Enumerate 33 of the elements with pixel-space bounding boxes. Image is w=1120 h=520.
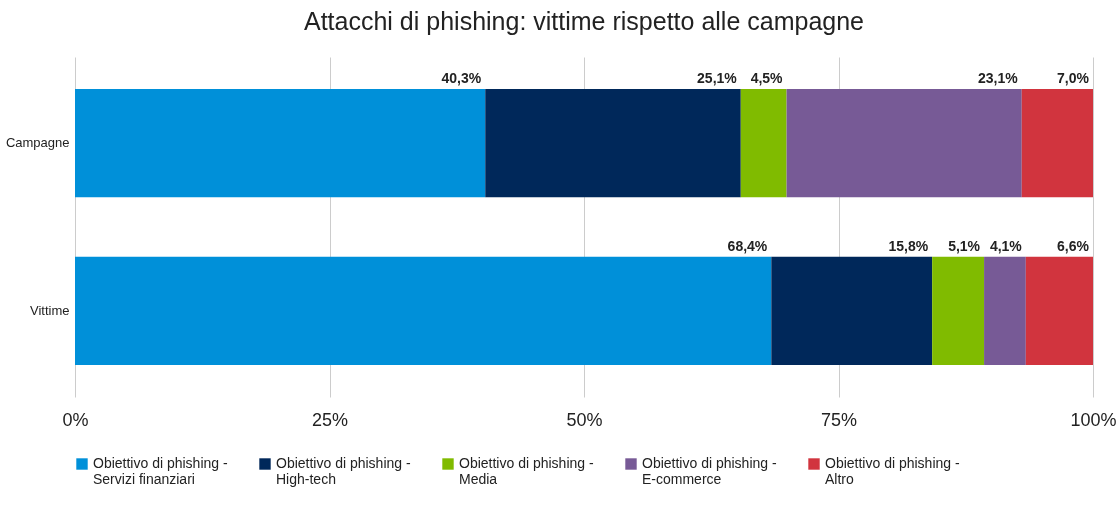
bar	[740, 88, 787, 198]
data-label: 15,8%	[888, 237, 929, 254]
legend-label: Obiettivo di phishing - E-commerce	[642, 455, 777, 487]
chart-title: Attacchi di phishing: vittime rispetto alle campagne	[303, 7, 865, 35]
legend-label: Obiettivo di phishing - Media	[459, 455, 594, 487]
x-tick-label: 0%	[62, 409, 89, 430]
legend-label: Obiettivo di phishing - High-tech	[276, 455, 411, 487]
y-tick-label: Vittime	[30, 302, 70, 318]
data-label: 4,1%	[989, 237, 1023, 254]
bar	[1021, 88, 1093, 198]
bar	[75, 256, 772, 366]
bar	[984, 256, 1026, 366]
bar	[1025, 256, 1093, 366]
data-label: 40,3%	[441, 69, 482, 86]
bar	[932, 256, 985, 366]
legend-label: Obiettivo di phishing - Altro	[825, 455, 960, 487]
data-label: 68,4%	[727, 237, 768, 254]
x-tick-label: 25%	[311, 409, 349, 430]
data-label: 6,6%	[1057, 237, 1090, 254]
bar	[771, 256, 933, 366]
data-label: 4,5%	[750, 69, 784, 86]
data-label: 23,1%	[978, 69, 1019, 86]
x-tick-label: 50%	[566, 409, 603, 430]
data-label: 25,1%	[697, 69, 738, 86]
x-tick-label: 100%	[1070, 409, 1117, 430]
data-label: 5,1%	[948, 237, 981, 254]
legend-label: Obiettivo di phishing - Servizi finanziari	[93, 455, 228, 487]
y-tick-label: Campagne	[5, 135, 70, 151]
bar	[786, 88, 1022, 198]
data-label: 7,0%	[1057, 69, 1090, 86]
bar	[75, 88, 486, 198]
x-tick-label: 75%	[820, 409, 858, 430]
bar	[485, 88, 741, 198]
